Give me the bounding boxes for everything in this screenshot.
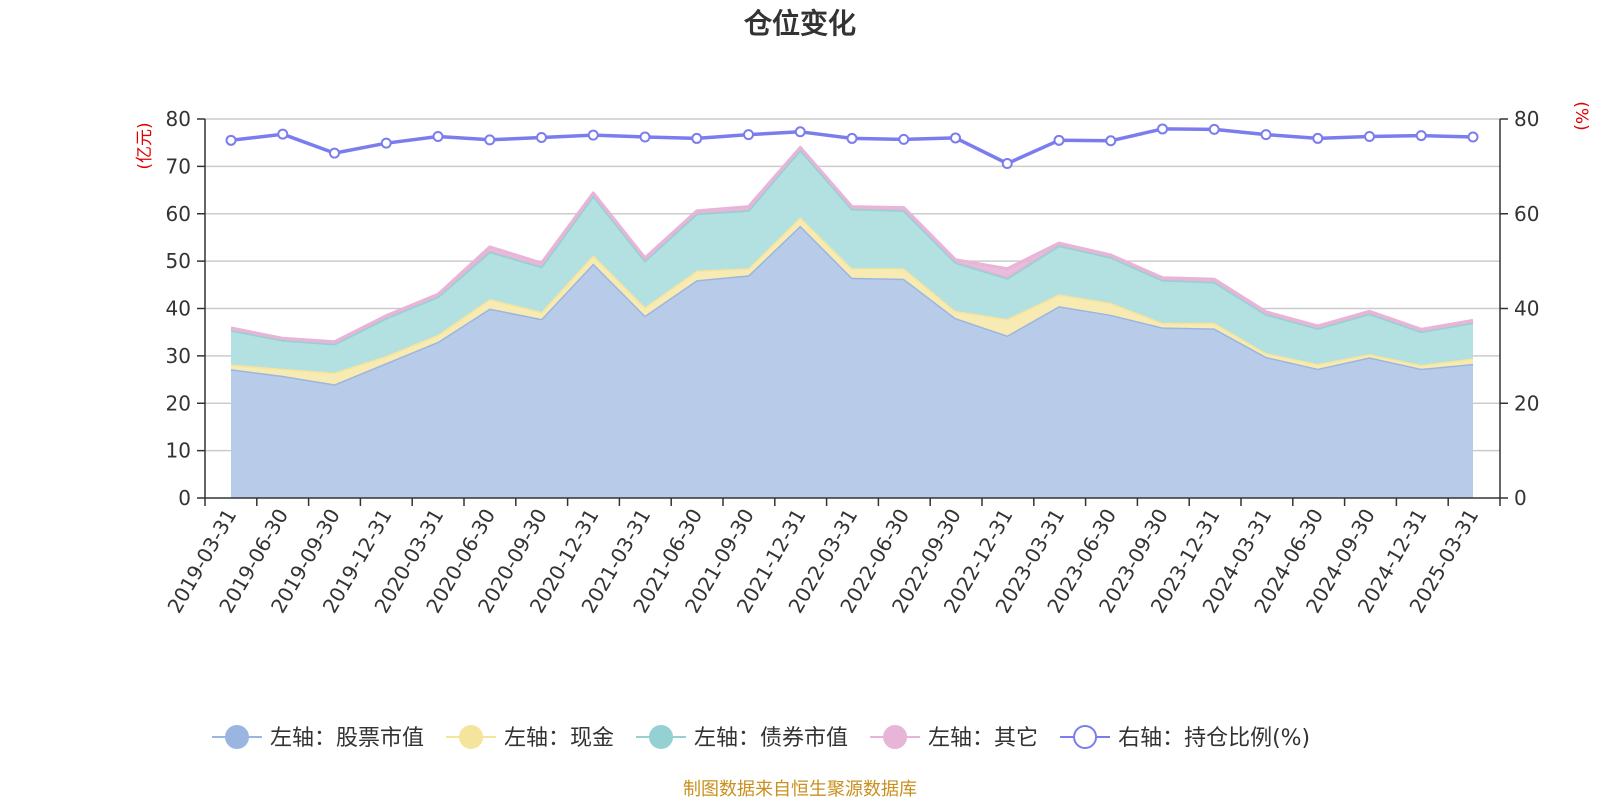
ratio-point[interactable]	[1260, 129, 1272, 141]
ratio-point[interactable]	[1001, 158, 1013, 170]
legend-label: 左轴：其它	[928, 726, 1038, 751]
area-series-2	[231, 217, 1473, 385]
ratio-point[interactable]	[587, 129, 599, 141]
left-tick-label: 40	[166, 297, 191, 321]
legend-label: 左轴：股票市值	[270, 726, 424, 751]
right-axis-unit: (%)	[1571, 101, 1591, 130]
data-source-note: 制图数据来自恒生聚源数据库	[683, 779, 917, 800]
legend-marker	[883, 725, 908, 749]
ratio-point[interactable]	[1157, 123, 1168, 135]
ratio-point[interactable]	[1105, 135, 1117, 147]
right-tick-label: 80	[1514, 107, 1539, 131]
ratio-point[interactable]	[1312, 132, 1324, 144]
legend-item-4[interactable]: 左轴：其它	[870, 725, 1038, 751]
ratio-point[interactable]	[743, 129, 754, 141]
area-series-3	[231, 149, 1473, 373]
ratio-point[interactable]	[225, 134, 237, 146]
left-tick-label: 60	[166, 202, 191, 226]
right-tick-label: 40	[1514, 297, 1539, 321]
area-series-1	[231, 225, 1473, 498]
legend-marker	[459, 725, 484, 749]
ratio-point[interactable]	[691, 132, 703, 144]
left-tick-label: 70	[166, 154, 191, 178]
ratio-point[interactable]	[536, 131, 547, 143]
left-tick-label: 30	[166, 344, 191, 368]
left-tick-label: 0	[178, 486, 191, 510]
stacked-areas	[230, 145, 1474, 498]
left-tick-label: 10	[166, 439, 191, 463]
legend-label: 左轴：债券市值	[694, 726, 848, 751]
ratio-line	[225, 123, 1479, 170]
legend-item-5[interactable]: 右轴：持仓比例(%)	[1060, 725, 1310, 751]
area-series-4-line	[230, 145, 1474, 344]
right-tick-label: 20	[1514, 391, 1539, 415]
ratio-point[interactable]	[1208, 123, 1220, 135]
ratio-point[interactable]	[639, 131, 651, 143]
ratio-point[interactable]	[846, 132, 858, 144]
ratio-point[interactable]	[484, 134, 496, 146]
ratio-point[interactable]	[1467, 131, 1479, 143]
legend-item-2[interactable]: 左轴：现金	[446, 725, 614, 751]
legend-marker	[225, 725, 249, 749]
right-tick-label: 60	[1514, 202, 1539, 226]
ratio-point[interactable]	[1053, 134, 1065, 146]
left-tick-label: 80	[166, 107, 191, 131]
legend-marker	[649, 725, 674, 749]
left-axis-unit: (亿元)	[135, 122, 155, 169]
legend-label: 左轴：现金	[504, 726, 614, 751]
legend: 左轴：股票市值 左轴：现金 左轴：债券市值 左轴：其它 右轴：持仓比例(%)	[212, 725, 1310, 751]
ratio-point[interactable]	[950, 132, 961, 144]
ratio-point[interactable]	[1364, 131, 1375, 143]
ratio-point[interactable]	[277, 128, 289, 140]
legend-label: 右轴：持仓比例(%)	[1118, 726, 1310, 751]
ratio-point[interactable]	[380, 137, 392, 149]
ratio-point[interactable]	[432, 131, 444, 143]
legend-item-1[interactable]: 左轴：股票市值	[212, 725, 424, 751]
left-tick-label: 20	[166, 391, 191, 415]
chart-title: 仓位变化	[744, 7, 856, 40]
ratio-point[interactable]	[898, 133, 910, 145]
ratio-point[interactable]	[1415, 130, 1427, 142]
left-tick-label: 50	[166, 249, 191, 273]
right-tick-label: 0	[1514, 486, 1527, 510]
legend-marker	[1073, 725, 1098, 749]
legend-item-3[interactable]: 左轴：债券市值	[636, 725, 848, 751]
ratio-point[interactable]	[329, 147, 340, 159]
ratio-point[interactable]	[794, 126, 806, 138]
